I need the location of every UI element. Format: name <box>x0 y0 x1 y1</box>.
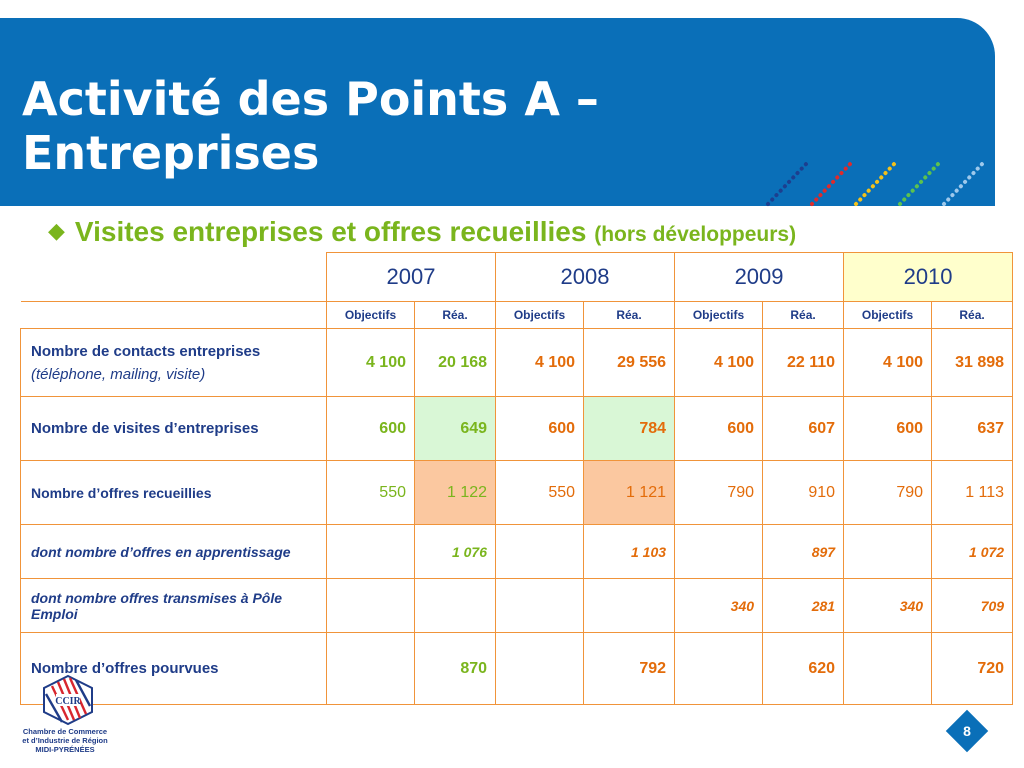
table-cell: 1 113 <box>931 460 1014 525</box>
table-cell-highlight: 649 <box>413 396 497 461</box>
table-cell: 600 <box>495 396 585 461</box>
table-cell <box>495 578 585 633</box>
table-cell: 340 <box>674 578 764 633</box>
header-banner <box>0 18 995 206</box>
table-cell: 910 <box>762 460 845 525</box>
table-cell <box>674 632 764 705</box>
subheader-rea: Réa. <box>931 301 1014 329</box>
year-header-2007: 2007 <box>325 252 497 302</box>
table-cell <box>674 524 764 579</box>
table-cell: 20 168 <box>413 328 497 397</box>
cci-logo-caption: Chambre de Commerce et d’Industrie de Ré… <box>10 727 120 754</box>
cci-logo-icon: CCIR <box>43 674 93 726</box>
table-cell: 4 100 <box>674 328 764 397</box>
table-cell: 550 <box>495 460 585 525</box>
page-title-line-2: Entreprises <box>22 126 320 180</box>
table-cell: 1 076 <box>413 524 497 579</box>
diamond-bullet-icon: ◆ <box>48 218 65 243</box>
table-cell-highlight: 1 121 <box>583 460 676 525</box>
table-cell: 31 898 <box>931 328 1014 397</box>
page-number-badge: 8 <box>945 709 989 753</box>
row-label: dont nombre offres transmises à Pôle Emp… <box>20 578 327 633</box>
table-cell: 790 <box>674 460 764 525</box>
table-cell: 4 100 <box>843 328 933 397</box>
table-cell: 637 <box>931 396 1014 461</box>
subheader-objectifs: Objectifs <box>674 301 764 329</box>
table-cell <box>413 578 497 633</box>
subheader-row: Objectifs Réa. Objectifs Réa. Objectifs … <box>20 301 1014 329</box>
subheader-rea: Réa. <box>413 301 497 329</box>
table-row: Nombre de contacts entreprises (téléphon… <box>20 328 1014 397</box>
subheader-objectifs: Objectifs <box>843 301 933 329</box>
table-cell <box>326 524 415 579</box>
table-cell <box>843 632 933 705</box>
table-cell: 709 <box>931 578 1014 633</box>
table-cell: 1 103 <box>583 524 676 579</box>
table-cell-highlight: 784 <box>583 396 676 461</box>
corner-cell-2 <box>20 301 327 329</box>
table-row: Nombre de visites d’entreprises 600 649 … <box>20 396 1014 461</box>
table-cell: 550 <box>326 460 415 525</box>
year-header-2008: 2008 <box>495 252 676 302</box>
table-cell-highlight: 1 122 <box>413 460 497 525</box>
decorative-dots <box>766 160 986 206</box>
table-cell: 607 <box>762 396 845 461</box>
subheader-objectifs: Objectifs <box>326 301 415 329</box>
logo-line-3: MIDI-PYRÉNÉES <box>35 745 95 754</box>
table-cell <box>326 632 415 705</box>
table-cell: 600 <box>326 396 415 461</box>
page-title-line-1: Activité des Points A – <box>22 72 599 126</box>
table-cell: 870 <box>413 632 497 705</box>
page-title: Activité des Points A – Entreprises <box>22 72 599 180</box>
table-cell: 281 <box>762 578 845 633</box>
table-cell: 1 072 <box>931 524 1014 579</box>
table-cell: 620 <box>762 632 845 705</box>
table-cell: 790 <box>843 460 933 525</box>
row-label: Nombre d’offres recueillies <box>20 460 327 525</box>
table-cell: 22 110 <box>762 328 845 397</box>
corner-cell <box>20 252 327 302</box>
subheader-objectifs: Objectifs <box>495 301 585 329</box>
table-row: dont nombre offres transmises à Pôle Emp… <box>20 578 1014 633</box>
table-cell <box>583 578 676 633</box>
subtitle-text: Visites entreprises et offres recueillie… <box>74 216 587 247</box>
year-header-2009: 2009 <box>674 252 845 302</box>
table-cell: 600 <box>843 396 933 461</box>
row-label: Nombre de contacts entreprises (téléphon… <box>20 328 327 397</box>
logo-line-1: Chambre de Commerce <box>22 727 108 736</box>
table-cell: 340 <box>843 578 933 633</box>
svg-text:CCIR: CCIR <box>55 696 81 707</box>
table-cell <box>495 524 585 579</box>
table-cell: 792 <box>583 632 676 705</box>
table-cell: 720 <box>931 632 1014 705</box>
page-number: 8 <box>963 723 971 739</box>
activity-table: 2007 2008 2009 2010 Objectifs Réa. Objec… <box>20 252 1014 705</box>
subtitle-note: (hors développeurs) <box>594 223 797 246</box>
table-cell: 600 <box>674 396 764 461</box>
table-cell: 4 100 <box>495 328 585 397</box>
table-cell <box>495 632 585 705</box>
table-row: dont nombre d’offres en apprentissage 1 … <box>20 524 1014 579</box>
row-label: Nombre de visites d’entreprises <box>20 396 327 461</box>
row-label-text: Nombre de contacts entreprises <box>31 342 261 360</box>
subheader-rea: Réa. <box>762 301 845 329</box>
table-row: Nombre d’offres recueillies 550 1 122 55… <box>20 460 1014 525</box>
table-row: Nombre d’offres pourvues 870 792 620 720 <box>20 632 1014 705</box>
table-cell: 29 556 <box>583 328 676 397</box>
section-subtitle: ◆ Visites entreprises et offres recueilli… <box>48 216 796 248</box>
year-header-row: 2007 2008 2009 2010 <box>20 252 1014 302</box>
table-cell: 897 <box>762 524 845 579</box>
table-cell <box>843 524 933 579</box>
subheader-rea: Réa. <box>583 301 676 329</box>
row-label: dont nombre d’offres en apprentissage <box>20 524 327 579</box>
year-header-2010: 2010 <box>843 252 1014 302</box>
table-cell: 4 100 <box>326 328 415 397</box>
table-cell <box>326 578 415 633</box>
logo-line-2: et d’Industrie de Région <box>22 736 108 745</box>
row-label-note: (téléphone, mailing, visite) <box>31 365 206 383</box>
